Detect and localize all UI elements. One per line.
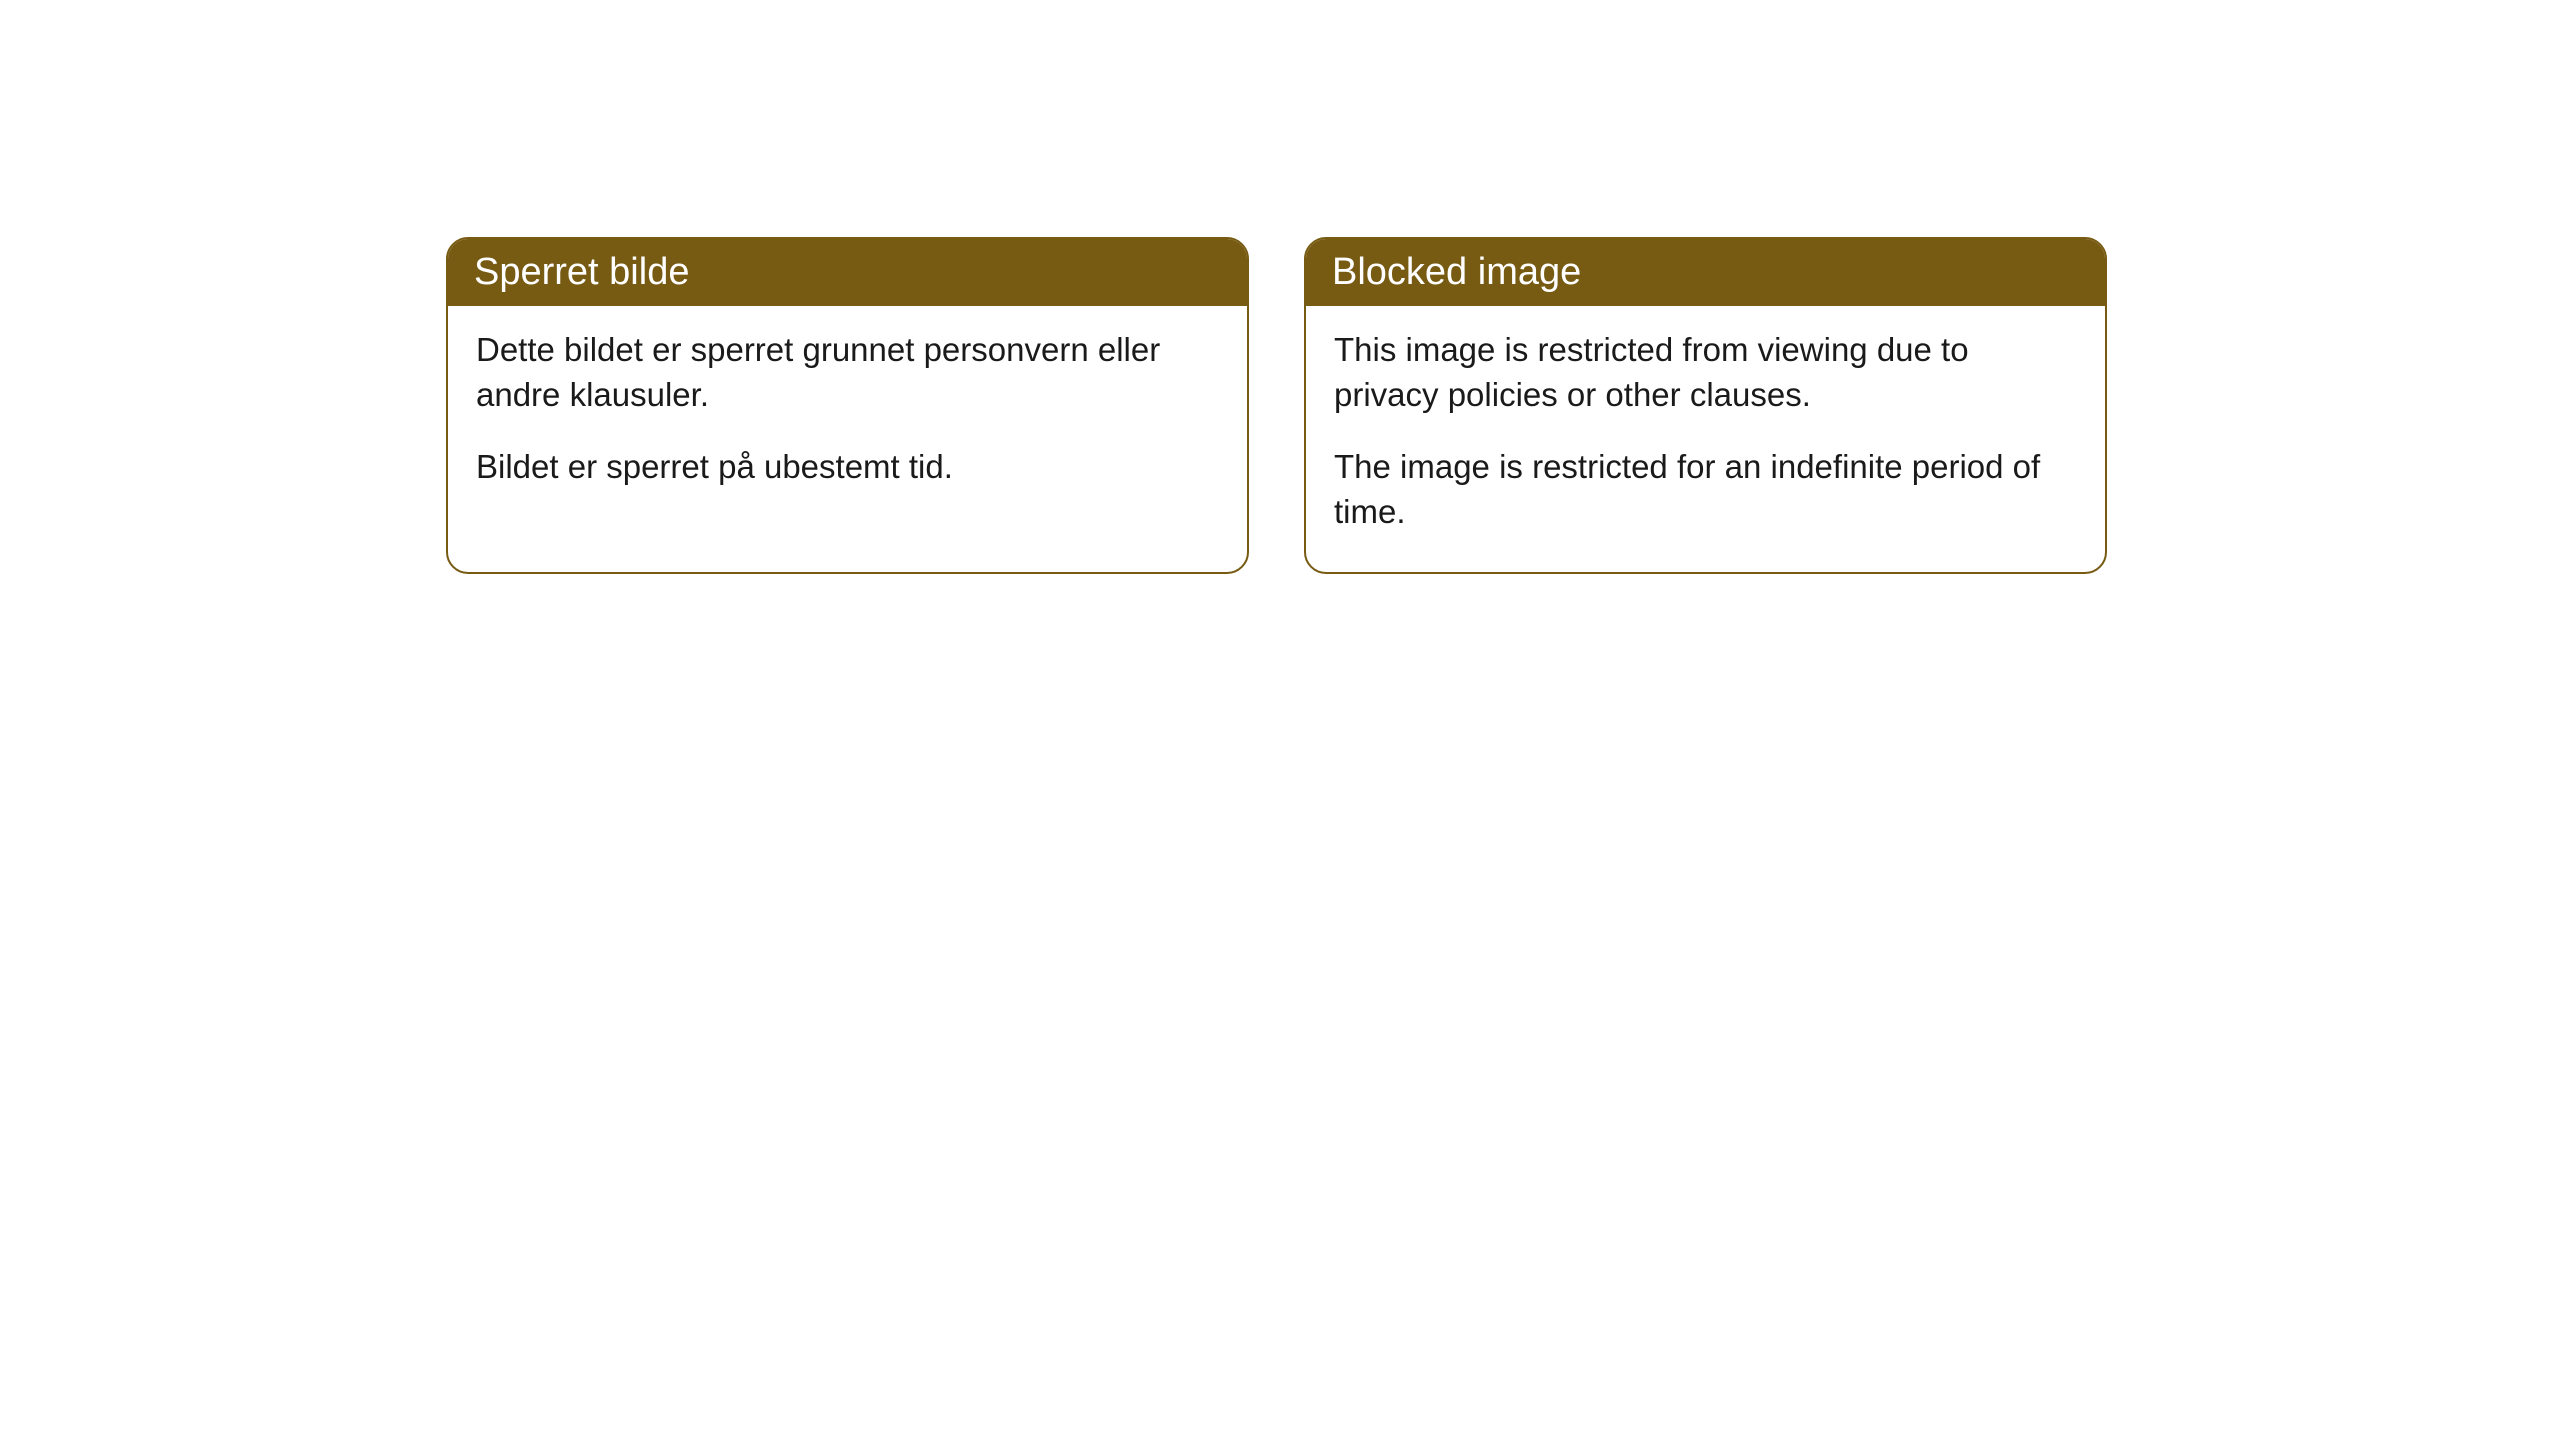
card-body-english: This image is restricted from viewing du… [1306,306,2105,572]
card-header-norwegian: Sperret bilde [448,239,1247,306]
card-paragraph-2-english: The image is restricted for an indefinit… [1334,445,2077,534]
blocked-image-card-norwegian: Sperret bilde Dette bildet er sperret gr… [446,237,1249,574]
notice-cards-container: Sperret bilde Dette bildet er sperret gr… [446,237,2107,574]
card-header-english: Blocked image [1306,239,2105,306]
card-paragraph-2-norwegian: Bildet er sperret på ubestemt tid. [476,445,1219,490]
card-body-norwegian: Dette bildet er sperret grunnet personve… [448,306,1247,528]
card-paragraph-1-english: This image is restricted from viewing du… [1334,328,2077,417]
card-paragraph-1-norwegian: Dette bildet er sperret grunnet personve… [476,328,1219,417]
blocked-image-card-english: Blocked image This image is restricted f… [1304,237,2107,574]
card-title-norwegian: Sperret bilde [474,251,689,293]
card-title-english: Blocked image [1332,251,1581,293]
